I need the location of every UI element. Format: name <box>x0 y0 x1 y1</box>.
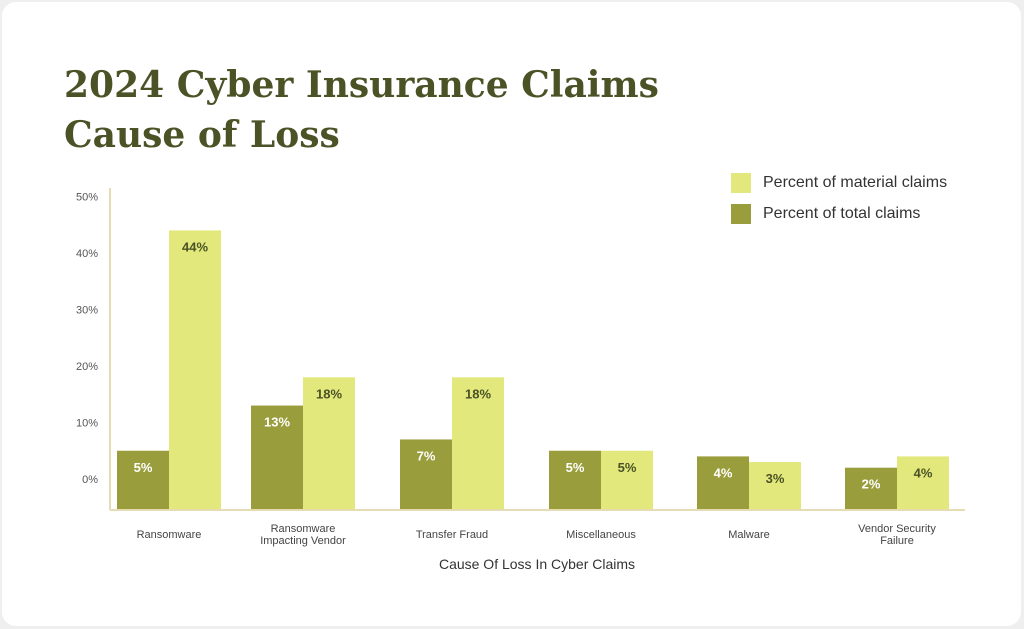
x-tick-label: Ransomware <box>137 529 202 541</box>
chart-legend: Percent of material claims Percent of to… <box>731 172 947 234</box>
bar-total <box>400 439 452 510</box>
x-tick-label: Vendor Security <box>858 523 936 535</box>
y-tick-label: 40% <box>76 248 98 260</box>
bar-total <box>549 450 601 510</box>
legend-item-total: Percent of total claims <box>731 203 947 225</box>
legend-label-total: Percent of total claims <box>763 205 921 222</box>
data-label-total: 13% <box>264 415 290 430</box>
data-label-material: 5% <box>618 460 637 475</box>
bar-total <box>117 450 169 510</box>
data-label-material: 3% <box>766 471 785 486</box>
x-axis-title: Cause Of Loss In Cyber Claims <box>439 556 635 572</box>
bar-total <box>697 456 749 510</box>
x-tick-label: Failure <box>880 535 914 547</box>
bar-material <box>601 450 653 510</box>
bar-total <box>251 405 303 510</box>
chart-title-line-1: 2024 Cyber Insurance Claims <box>64 64 659 106</box>
x-tick-label: Impacting Vendor <box>260 535 346 547</box>
y-tick-label: 0% <box>82 474 98 486</box>
x-tick-label: Ransomware <box>271 523 336 535</box>
bar-material <box>749 462 801 510</box>
data-label-total: 5% <box>134 460 153 475</box>
bar-material <box>452 377 504 510</box>
y-tick-label: 20% <box>76 361 98 373</box>
x-tick-label: Malware <box>728 529 770 541</box>
x-tick-label: Transfer Fraud <box>416 529 488 541</box>
chart-title-line-2: Cause of Loss <box>64 114 340 156</box>
data-label-total: 5% <box>566 460 585 475</box>
y-tick-label: 30% <box>76 305 98 317</box>
legend-swatch-material <box>731 173 751 193</box>
bar-material <box>303 377 355 510</box>
data-label-total: 4% <box>714 465 733 480</box>
data-label-material: 44% <box>182 239 208 254</box>
x-tick-label: Miscellaneous <box>566 529 636 541</box>
bar-total <box>845 467 897 510</box>
data-label-material: 18% <box>465 386 491 401</box>
legend-swatch-total <box>731 204 751 224</box>
y-tick-label: 50% <box>76 192 98 204</box>
bar-material <box>169 230 221 510</box>
legend-item-material: Percent of material claims <box>731 172 947 194</box>
data-label-total: 7% <box>417 448 436 463</box>
bar-material <box>897 456 949 510</box>
data-label-material: 18% <box>316 386 342 401</box>
data-label-material: 4% <box>914 465 933 480</box>
chart-title: 2024 Cyber Insurance Claims Cause of Los… <box>64 60 659 160</box>
legend-label-material: Percent of material claims <box>763 174 948 191</box>
y-tick-label: 10% <box>76 418 98 430</box>
data-label-total: 2% <box>862 477 881 492</box>
